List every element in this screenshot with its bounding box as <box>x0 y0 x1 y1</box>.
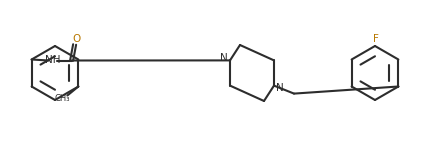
Text: F: F <box>373 34 379 44</box>
Text: N: N <box>220 53 228 63</box>
Text: CH₃: CH₃ <box>55 94 70 103</box>
Text: O: O <box>73 34 81 44</box>
Text: N: N <box>276 83 284 93</box>
Text: NH: NH <box>45 55 60 65</box>
